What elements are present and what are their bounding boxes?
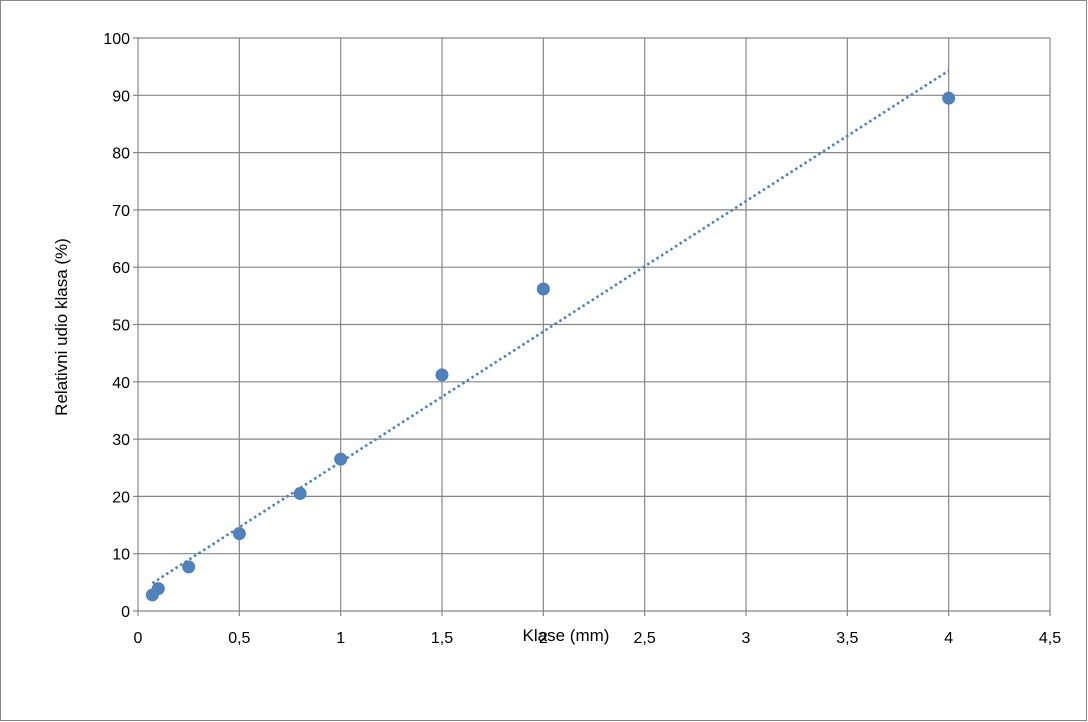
- trendline: [151, 69, 950, 585]
- y-tick-label: 0: [121, 604, 130, 621]
- data-point: [435, 368, 449, 382]
- x-tick-label: 4,5: [1039, 630, 1061, 647]
- x-tick-label: 4: [944, 630, 953, 647]
- y-tick-label: 30: [112, 432, 130, 449]
- data-point: [151, 582, 165, 596]
- y-tick-label: 80: [112, 146, 130, 163]
- grid: [133, 37, 1051, 616]
- y-tick-label: 90: [112, 88, 130, 105]
- x-tick-label: 0,5: [228, 630, 250, 647]
- data-point: [942, 91, 956, 105]
- x-tick-label: 0: [134, 630, 143, 647]
- y-tick-label: 20: [112, 489, 130, 506]
- x-tick-label: 3,5: [836, 630, 858, 647]
- trendline-layer: [151, 69, 950, 585]
- x-tick-label: 2,5: [634, 630, 656, 647]
- x-tick-labels: 0 0,5 1 1,5 2 2,5 3 3,5 4 4,5: [134, 630, 1062, 647]
- y-tick-label: 10: [112, 547, 130, 564]
- x-axis-title: Klase (mm): [523, 626, 610, 645]
- y-tick-label: 40: [112, 375, 130, 392]
- x-tick-label: 1: [336, 630, 345, 647]
- x-tick-label: 1,5: [431, 630, 453, 647]
- data-points: [145, 91, 956, 602]
- data-point: [334, 452, 348, 466]
- y-tick-label: 50: [112, 318, 130, 335]
- y-tick-labels: 0 10 20 30 40 50 60 70 80 90 100: [103, 31, 130, 621]
- x-tick-label: 2: [539, 630, 548, 647]
- data-point: [536, 282, 550, 296]
- data-point: [182, 560, 196, 574]
- data-point: [293, 487, 307, 501]
- x-tick-label: 3: [742, 630, 751, 647]
- data-point: [232, 527, 246, 541]
- y-tick-label: 100: [103, 31, 130, 48]
- y-tick-label: 70: [112, 203, 130, 220]
- y-tick-label: 60: [112, 260, 130, 277]
- y-axis-title: Relativni udio klasa (%): [52, 238, 71, 416]
